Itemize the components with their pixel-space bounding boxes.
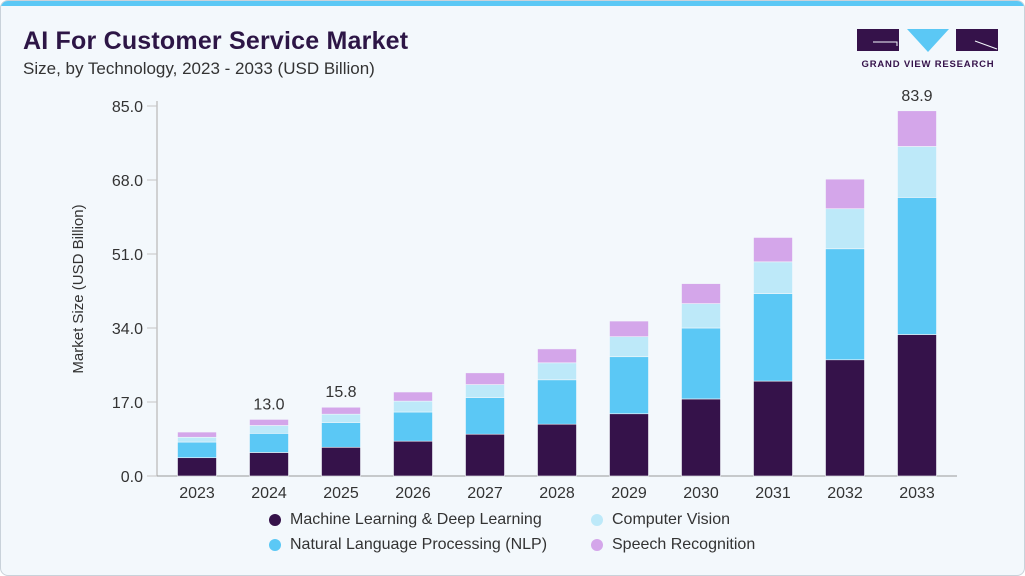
bar-segment-ml-2023 bbox=[177, 457, 217, 477]
bar-segment-nlp-2024 bbox=[249, 433, 289, 453]
bar-segment-sr-2024 bbox=[249, 419, 289, 426]
bar-segment-cv-2031 bbox=[753, 261, 793, 294]
accent-bar bbox=[1, 1, 1024, 6]
bar-segment-ml-2028 bbox=[537, 423, 577, 477]
legend-swatch-ml bbox=[269, 514, 281, 526]
bar-segment-sr-2030 bbox=[681, 283, 721, 304]
bar-segment-nlp-2030 bbox=[681, 327, 721, 400]
bar-segment-cv-2030 bbox=[681, 303, 721, 329]
logo-mark-icon bbox=[857, 29, 998, 52]
x-tick-label: 2033 bbox=[899, 485, 935, 502]
bar-segment-cv-2025 bbox=[321, 413, 361, 423]
bar-segment-sr-2031 bbox=[753, 237, 793, 263]
x-tick-label: 2028 bbox=[539, 485, 575, 502]
y-tick-label: 34.0 bbox=[112, 321, 143, 338]
legend-item-nlp: Natural Language Processing (NLP) bbox=[269, 536, 547, 554]
bar-segment-ml-2033 bbox=[897, 334, 937, 477]
y-axis-label: Market Size (USD Billion) bbox=[70, 204, 87, 373]
bar-segment-ml-2031 bbox=[753, 380, 793, 477]
legend-swatch-cv bbox=[591, 514, 603, 526]
legend-label-sr: Speech Recognition bbox=[612, 536, 756, 553]
bar-segment-ml-2025 bbox=[321, 446, 361, 477]
bar-segment-nlp-2033 bbox=[897, 197, 937, 335]
legend-swatch-nlp bbox=[269, 539, 281, 551]
legend-label-nlp: Natural Language Processing (NLP) bbox=[290, 536, 548, 553]
x-tick-label: 2025 bbox=[323, 485, 359, 502]
bar-segment-sr-2027 bbox=[465, 372, 505, 385]
bar-segment-ml-2032 bbox=[825, 359, 865, 477]
bar-segment-nlp-2025 bbox=[321, 422, 361, 448]
bar-segment-ml-2027 bbox=[465, 433, 505, 477]
total-data-label: 83.9 bbox=[901, 88, 932, 105]
y-tick-label: 68.0 bbox=[112, 173, 143, 190]
bar-segment-cv-2033 bbox=[897, 146, 937, 198]
bar-segment-nlp-2026 bbox=[393, 411, 433, 442]
bar-segment-cv-2023 bbox=[177, 436, 217, 443]
bar-segment-ml-2026 bbox=[393, 440, 433, 477]
bar-segment-sr-2029 bbox=[609, 320, 649, 338]
chart-title: AI For Customer Service Market bbox=[23, 27, 409, 55]
bar-segment-sr-2025 bbox=[321, 406, 361, 415]
legend-label-cv: Computer Vision bbox=[612, 511, 730, 528]
bar-segment-sr-2033 bbox=[897, 110, 937, 147]
y-tick-label: 85.0 bbox=[112, 99, 143, 116]
y-tick-label: 0.0 bbox=[121, 469, 143, 486]
bar-segment-ml-2024 bbox=[249, 452, 289, 477]
x-tick-label: 2023 bbox=[179, 485, 215, 502]
legend-item-sr: Speech Recognition bbox=[591, 536, 755, 554]
legend-label-ml: Machine Learning & Deep Learning bbox=[290, 511, 542, 528]
bar-segment-sr-2026 bbox=[393, 391, 433, 402]
bar-segment-ml-2030 bbox=[681, 398, 721, 477]
bar-segment-cv-2028 bbox=[537, 362, 577, 381]
x-tick-label: 2026 bbox=[395, 485, 431, 502]
y-tick-label: 51.0 bbox=[112, 247, 143, 264]
x-tick-label: 2024 bbox=[251, 485, 287, 502]
bar-segment-sr-2028 bbox=[537, 348, 577, 364]
bar-segment-nlp-2028 bbox=[537, 379, 577, 425]
x-tick-label: 2032 bbox=[827, 485, 863, 502]
total-data-label: 15.8 bbox=[325, 384, 356, 401]
bar-segment-nlp-2027 bbox=[465, 397, 505, 435]
bar-segment-sr-2032 bbox=[825, 178, 865, 210]
bar-segment-nlp-2029 bbox=[609, 356, 649, 415]
y-tick-label: 17.0 bbox=[112, 395, 143, 412]
chart-subtitle: Size, by Technology, 2023 - 2033 (USD Bi… bbox=[23, 59, 375, 78]
bar-segment-ml-2029 bbox=[609, 413, 649, 477]
legend-swatch-sr bbox=[591, 539, 603, 551]
bar-segment-sr-2023 bbox=[177, 431, 217, 438]
bar-segment-nlp-2031 bbox=[753, 293, 793, 382]
bar-segment-cv-2032 bbox=[825, 208, 865, 250]
x-tick-label: 2027 bbox=[467, 485, 503, 502]
bar-segment-cv-2024 bbox=[249, 425, 289, 434]
bar-segment-nlp-2023 bbox=[177, 441, 217, 459]
logo-text: GRAND VIEW RESEARCH bbox=[861, 59, 995, 70]
x-tick-label: 2029 bbox=[611, 485, 647, 502]
bar-segment-nlp-2032 bbox=[825, 248, 865, 361]
bar-segment-cv-2026 bbox=[393, 400, 433, 413]
legend-item-cv: Computer Vision bbox=[591, 511, 730, 529]
x-tick-label: 2030 bbox=[683, 485, 719, 502]
grand-view-research-logo: GRAND VIEW RESEARCH bbox=[857, 29, 999, 70]
bar-segment-cv-2029 bbox=[609, 336, 649, 358]
total-data-label: 13.0 bbox=[253, 396, 284, 413]
bar-segment-cv-2027 bbox=[465, 384, 505, 398]
legend-item-ml: Machine Learning & Deep Learning bbox=[269, 511, 542, 529]
x-tick-label: 2031 bbox=[755, 485, 791, 502]
